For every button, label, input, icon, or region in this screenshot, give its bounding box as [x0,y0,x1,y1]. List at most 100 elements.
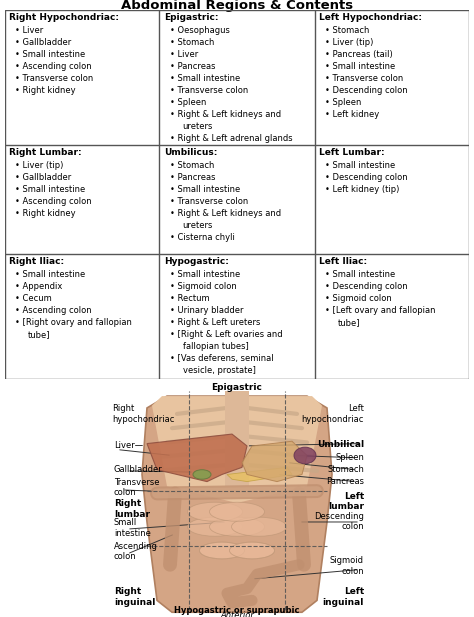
Text: Right
hypochondriac: Right hypochondriac [112,404,174,424]
Text: tube]: tube] [338,318,360,327]
Text: Sigmoid
colon: Sigmoid colon [330,557,364,576]
Text: ureters: ureters [182,221,213,230]
Text: • Rectum: • Rectum [170,294,209,303]
Text: • Right & Left ureters: • Right & Left ureters [170,318,260,327]
Text: Left Lumbar:: Left Lumbar: [319,147,385,157]
Text: Transverse
colon: Transverse colon [114,478,159,497]
Text: • Sigmoid colon: • Sigmoid colon [325,294,392,303]
Ellipse shape [188,502,243,521]
Text: • Oesophagus: • Oesophagus [170,26,229,35]
Ellipse shape [210,502,264,521]
Text: • Descending colon: • Descending colon [325,86,408,95]
Text: • Cecum: • Cecum [15,294,52,303]
Text: • Liver (tip): • Liver (tip) [325,38,373,47]
Text: • Small intestine: • Small intestine [15,185,85,194]
Text: • Right kidney: • Right kidney [15,86,75,95]
Text: • Transverse colon: • Transverse colon [170,197,248,206]
Text: Small
intestine: Small intestine [114,518,151,537]
Text: • Pancreas (tail): • Pancreas (tail) [325,50,392,59]
Ellipse shape [193,470,211,479]
Ellipse shape [229,542,274,559]
Text: • Spleen: • Spleen [170,98,206,107]
Polygon shape [147,434,247,482]
Polygon shape [227,467,292,482]
Text: • Small intestine: • Small intestine [15,270,85,279]
Text: • Right & Left kidneys and: • Right & Left kidneys and [170,209,281,218]
Text: • Urinary bladder: • Urinary bladder [170,306,243,315]
Text: • [Left ovary and fallopian: • [Left ovary and fallopian [325,306,435,315]
Text: • Small intestine: • Small intestine [15,50,85,59]
Text: • Ascending colon: • Ascending colon [15,306,91,315]
Text: • Pancreas: • Pancreas [170,173,215,182]
Text: tube]: tube] [28,330,50,339]
Text: fallopian tubes]: fallopian tubes] [182,342,248,351]
Text: • Stomach: • Stomach [170,160,214,170]
Text: Umbilicus:: Umbilicus: [164,147,218,157]
Text: • Pancreas: • Pancreas [170,62,215,71]
Text: • Ascending colon: • Ascending colon [15,197,91,206]
Text: Right Lumbar:: Right Lumbar: [9,147,82,157]
Text: • Small intestine: • Small intestine [170,74,240,83]
Text: • Stomach: • Stomach [170,38,214,47]
Text: • Transverse colon: • Transverse colon [170,86,248,95]
Text: Left
inguinal: Left inguinal [323,587,364,607]
Text: vesicle, prostate]: vesicle, prostate] [182,366,255,375]
Text: Left Hypochondriac:: Left Hypochondriac: [319,13,422,22]
Text: • Gallbladder: • Gallbladder [15,38,71,47]
Text: • Left kidney: • Left kidney [325,110,379,119]
Text: • Transverse colon: • Transverse colon [15,74,93,83]
Text: • Right & Left adrenal glands: • Right & Left adrenal glands [170,134,292,143]
Text: • Small intestine: • Small intestine [170,270,240,279]
Polygon shape [142,396,332,612]
Text: Anterior: Anterior [220,611,254,617]
Text: Left
lumbar: Left lumbar [328,492,364,511]
Text: Right Hypochondriac:: Right Hypochondriac: [9,13,119,22]
Text: Descending
colon: Descending colon [314,512,364,531]
Text: • Descending colon: • Descending colon [325,173,408,182]
Text: Hypogastric:: Hypogastric: [164,257,229,266]
Text: • [Vas deferens, seminal: • [Vas deferens, seminal [170,354,273,363]
Text: Right Iliac:: Right Iliac: [9,257,64,266]
Ellipse shape [188,517,243,536]
Text: • [Right ovary and fallopian: • [Right ovary and fallopian [15,318,132,327]
Text: Gallbladder: Gallbladder [114,465,163,473]
Text: Epigastric:: Epigastric: [164,13,219,22]
Text: Umbilical: Umbilical [317,440,364,449]
Ellipse shape [229,542,274,559]
Text: Epigastric: Epigastric [211,383,263,392]
Text: • Small intestine: • Small intestine [325,160,395,170]
Text: Hypogastric or suprapubic: Hypogastric or suprapubic [174,606,300,615]
Text: • Ascending colon: • Ascending colon [15,62,91,71]
Text: Left Iliac:: Left Iliac: [319,257,367,266]
Text: Abdominal Regions & Contents: Abdominal Regions & Contents [121,0,353,12]
Polygon shape [152,396,322,503]
Text: • Gallbladder: • Gallbladder [15,173,71,182]
Text: • Stomach: • Stomach [325,26,369,35]
Text: • Appendix: • Appendix [15,282,63,291]
Polygon shape [242,441,307,482]
Ellipse shape [210,517,264,536]
Text: • Small intestine: • Small intestine [170,185,240,194]
Text: • Right kidney: • Right kidney [15,209,75,218]
Text: • [Right & Left ovaries and: • [Right & Left ovaries and [170,330,283,339]
Text: • Left kidney (tip): • Left kidney (tip) [325,185,399,194]
Text: • Liver: • Liver [15,26,43,35]
Text: Right
inguinal: Right inguinal [114,587,155,607]
Text: Pancreas: Pancreas [326,476,364,486]
Text: • Liver: • Liver [170,50,198,59]
Text: • Transverse colon: • Transverse colon [325,74,403,83]
Text: • Small intestine: • Small intestine [325,62,395,71]
Text: ureters: ureters [182,122,213,131]
Text: • Cisterna chyli: • Cisterna chyli [170,233,235,241]
Text: • Sigmoid colon: • Sigmoid colon [170,282,237,291]
Text: • Liver (tip): • Liver (tip) [15,160,64,170]
Text: • Descending colon: • Descending colon [325,282,408,291]
Text: Stomach: Stomach [327,465,364,474]
Ellipse shape [294,447,316,464]
Text: Ascending
colon: Ascending colon [114,542,158,561]
Text: • Right & Left kidneys and: • Right & Left kidneys and [170,110,281,119]
Text: Right
lumbar: Right lumbar [114,499,150,519]
Ellipse shape [231,517,286,536]
Text: • Small intestine: • Small intestine [325,270,395,279]
Ellipse shape [200,542,245,559]
